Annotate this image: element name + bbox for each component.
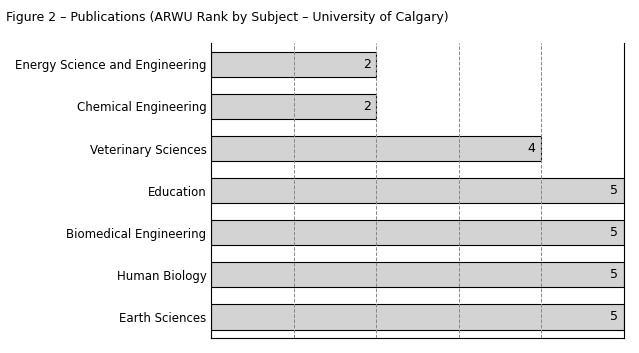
Text: Figure 2 – Publications (ARWU Rank by Subject – University of Calgary): Figure 2 – Publications (ARWU Rank by Su… (6, 11, 449, 24)
Bar (212, 178, 624, 203)
Bar (212, 262, 624, 287)
Text: 5: 5 (610, 226, 618, 239)
Bar (212, 136, 541, 161)
Bar (212, 52, 376, 77)
Text: 4: 4 (528, 142, 535, 155)
Text: 2: 2 (363, 58, 371, 71)
Text: 5: 5 (610, 268, 618, 281)
Bar (212, 220, 624, 245)
Bar (212, 304, 624, 330)
Text: 5: 5 (610, 310, 618, 323)
Text: 2: 2 (363, 100, 371, 113)
Bar (212, 94, 376, 119)
Text: 5: 5 (610, 184, 618, 197)
